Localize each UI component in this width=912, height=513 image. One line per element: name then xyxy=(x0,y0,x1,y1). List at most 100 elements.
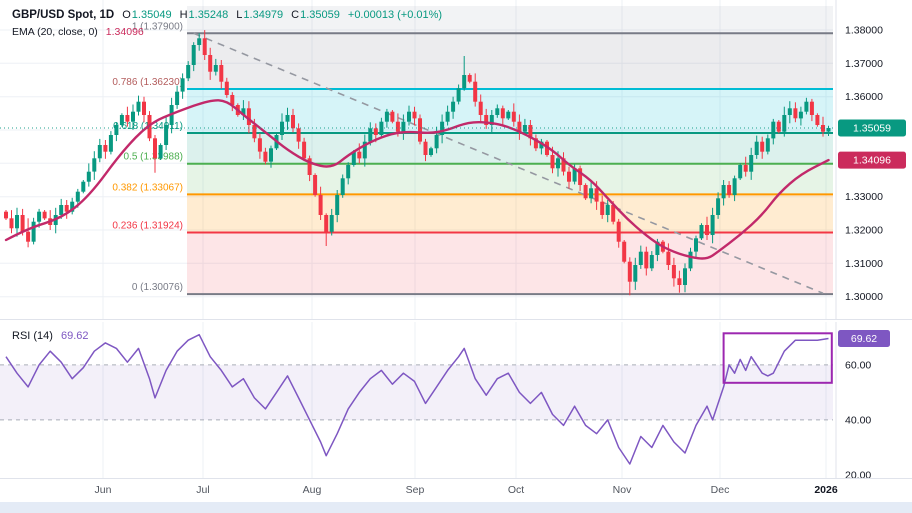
candle-body xyxy=(26,231,31,242)
time-tick-oct: Oct xyxy=(507,484,525,496)
candle-body xyxy=(434,135,439,149)
candle-body xyxy=(798,111,803,119)
current-price-badge: 1.35059 xyxy=(838,119,906,137)
time-tick-dec: Dec xyxy=(710,484,730,496)
candle-body xyxy=(114,125,119,135)
candle-body xyxy=(809,101,814,115)
candle-body xyxy=(627,261,632,282)
candle-body xyxy=(826,128,831,132)
candle-body xyxy=(202,38,207,55)
candle-body xyxy=(429,148,433,155)
candle-body xyxy=(561,158,566,172)
candle-body xyxy=(633,265,638,282)
candle-body xyxy=(611,205,616,222)
ema-price-badge-text: 1.34096 xyxy=(853,155,891,167)
rsi-value-badge-text: 69.62 xyxy=(851,333,877,345)
candle-body xyxy=(37,211,42,222)
candle-body xyxy=(103,145,108,152)
candle-body xyxy=(705,225,709,235)
candle-body xyxy=(716,198,721,215)
legend-main-row: GBP/USD Spot, 1D O 1.35049 H 1.35248 L 1.34… xyxy=(12,9,442,21)
candle-body xyxy=(738,165,743,179)
rsi-tick-label: 40.00 xyxy=(845,414,871,426)
candle-body xyxy=(616,221,621,242)
price-tick-label: 1.33000 xyxy=(845,191,883,203)
candle-body xyxy=(70,201,75,212)
rsi-pane[interactable]: 60.00 40.00 20.00 69.62 xyxy=(0,322,912,478)
candle-body xyxy=(749,155,754,172)
candle-body xyxy=(31,221,36,242)
candle-body xyxy=(136,101,141,112)
price-axis[interactable] xyxy=(836,0,912,478)
candle-body xyxy=(119,115,124,125)
price-tick-label: 1.32000 xyxy=(845,225,883,237)
rsi-highlight-box-drawing[interactable] xyxy=(722,332,833,384)
candle-body xyxy=(224,81,229,95)
candle-body xyxy=(732,178,737,195)
candle-body xyxy=(131,111,135,122)
candle-body xyxy=(517,121,522,132)
trendline-drawing[interactable] xyxy=(193,32,824,295)
fib-zone-above-1 xyxy=(187,6,833,34)
ema-indicator-label[interactable]: EMA (20, close, 0) xyxy=(12,26,98,38)
candle-body xyxy=(59,205,64,215)
legend-rsi-row: RSI (14) 69.62 xyxy=(12,330,89,342)
candle-body xyxy=(9,218,14,229)
candle-body xyxy=(263,151,268,162)
time-tick-aug: Aug xyxy=(302,484,322,496)
ohlc-high-value: 1.35248 xyxy=(188,9,229,21)
symbol-title[interactable]: GBP/USD Spot, 1D xyxy=(12,9,115,21)
current-price-badge-text: 1.35059 xyxy=(853,123,891,135)
change-value: +0.00013 (+0.01%) xyxy=(347,9,443,21)
candle-body xyxy=(815,115,820,125)
candle-body xyxy=(252,125,257,139)
price-tick-label: 1.36000 xyxy=(845,91,883,103)
rsi-indicator-label[interactable]: RSI (14) xyxy=(12,330,53,342)
candle-body xyxy=(688,251,693,269)
candle-body xyxy=(219,65,224,82)
candle-body xyxy=(158,145,163,159)
candle-body xyxy=(787,108,792,115)
candle-body xyxy=(175,91,180,105)
candle-body xyxy=(42,211,47,219)
candle-body xyxy=(589,188,594,199)
window-bottom-strip xyxy=(0,502,912,513)
candle-body xyxy=(15,215,19,229)
candle-body xyxy=(412,111,417,119)
candle-body xyxy=(384,111,389,122)
candle-body xyxy=(671,265,676,279)
candle-body xyxy=(92,158,97,172)
candle-body xyxy=(710,215,715,235)
candle-body xyxy=(379,121,384,135)
current-price-badge-bg xyxy=(838,119,906,137)
candle-body xyxy=(533,138,538,149)
ema-price-badge-bg xyxy=(838,151,906,169)
time-axis[interactable]: Jun Jul Aug Sep Oct Nov Dec 2026 xyxy=(0,478,912,502)
candle-body xyxy=(291,115,295,129)
candle-body xyxy=(445,111,450,122)
fib-retracement-drawing[interactable]: 1 (1.37900)0.786 (1.36230)0.618 (1.34911… xyxy=(112,6,833,296)
candle-body xyxy=(280,121,284,135)
candle-body xyxy=(666,251,671,265)
candle-body xyxy=(804,101,809,112)
fib-zone-0.786 xyxy=(187,33,833,89)
candle-body xyxy=(683,268,687,285)
candle-body xyxy=(451,101,456,112)
candle-body xyxy=(346,165,351,179)
candle-body xyxy=(622,241,627,262)
candle-body xyxy=(108,135,113,152)
candle-body xyxy=(655,241,660,255)
candle-body xyxy=(677,278,682,285)
candle-body xyxy=(296,128,301,142)
candle-body xyxy=(307,158,312,175)
candle-body xyxy=(97,145,102,159)
fib-level-label-0: 0 (1.30076) xyxy=(132,282,183,293)
fib-level-label-0.382: 0.382 (1.33067) xyxy=(112,182,183,193)
fib-zone-0.236 xyxy=(187,194,833,233)
ohlc-close-value: 1.35059 xyxy=(300,9,340,21)
time-tick-sep: Sep xyxy=(405,484,425,496)
time-tick-jun: Jun xyxy=(94,484,112,496)
main-price-pane[interactable]: 1 (1.37900)0.786 (1.36230)0.618 (1.34911… xyxy=(0,0,912,320)
candle-body xyxy=(467,75,472,82)
candle-body xyxy=(357,151,362,159)
